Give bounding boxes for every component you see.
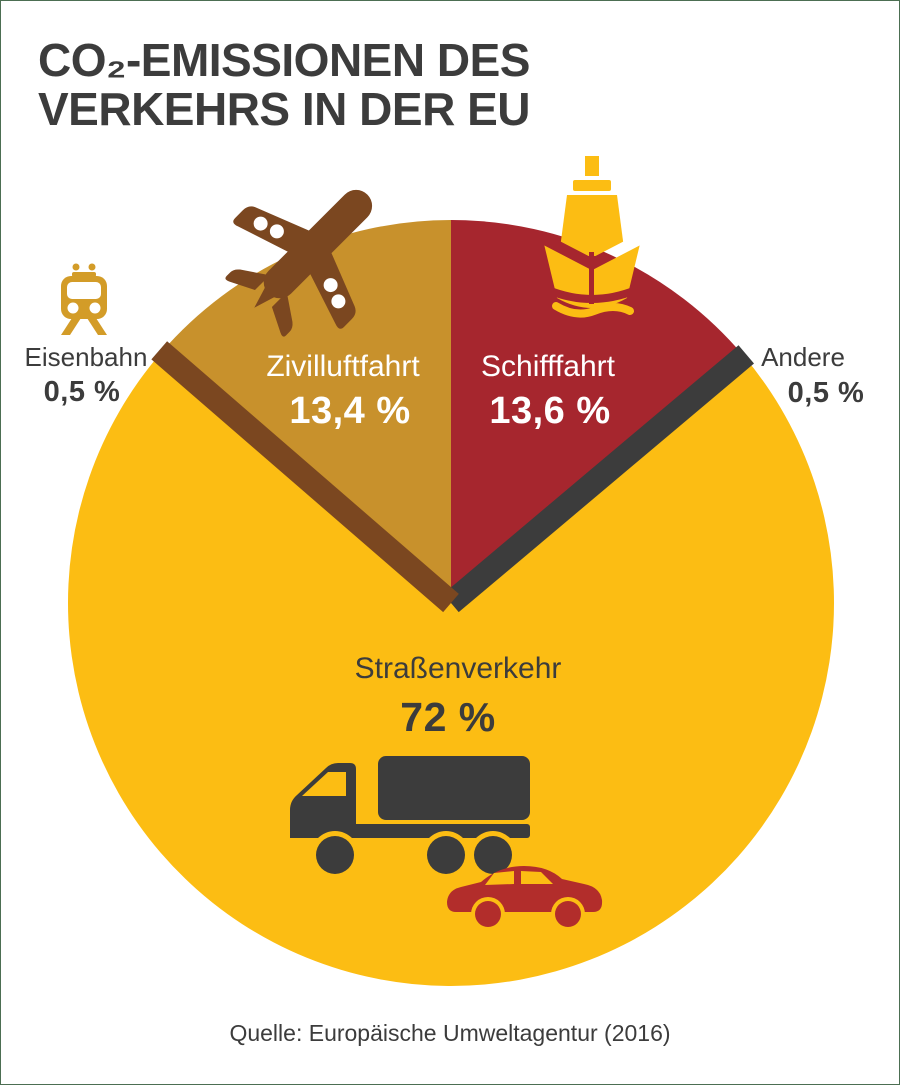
label-eisenbahn: Eisenbahn — [24, 342, 148, 372]
page-title-line1: CO₂-EMISSIONEN DES — [38, 34, 530, 86]
value-zivilluftfahrt: 13,4 % — [289, 390, 411, 432]
label-strassenverkehr: Straßenverkehr — [354, 652, 562, 685]
pie-slice-3 — [443, 345, 754, 613]
train-icon — [61, 263, 107, 335]
value-schifffahrt: 13,6 % — [489, 390, 611, 432]
label-schifffahrt: Schifffahrt — [481, 350, 615, 383]
page-title-line2: VERKEHRS IN DER EU — [38, 82, 530, 135]
label-andere: Andere — [761, 342, 845, 372]
ship-icon — [536, 156, 648, 324]
airplane-icon — [225, 189, 373, 337]
pie-slice-4 — [151, 341, 459, 613]
page-title: CO₂-EMISSIONEN DES VERKEHRS IN DER EU — [38, 36, 530, 134]
value-andere: 0,5 % — [787, 377, 865, 409]
car-icon — [447, 866, 603, 931]
value-strassenverkehr: 72 % — [400, 694, 496, 740]
pie-slice-1 — [67, 352, 834, 986]
truck-icon — [290, 756, 530, 879]
label-zivilluftfahrt: Zivilluftfahrt — [266, 350, 420, 383]
pie-slice-0 — [451, 220, 744, 603]
value-eisenbahn: 0,5 % — [43, 376, 121, 408]
source-note: Quelle: Europäische Umweltagentur (2016) — [229, 1020, 671, 1046]
pie-slice-2 — [161, 220, 451, 603]
